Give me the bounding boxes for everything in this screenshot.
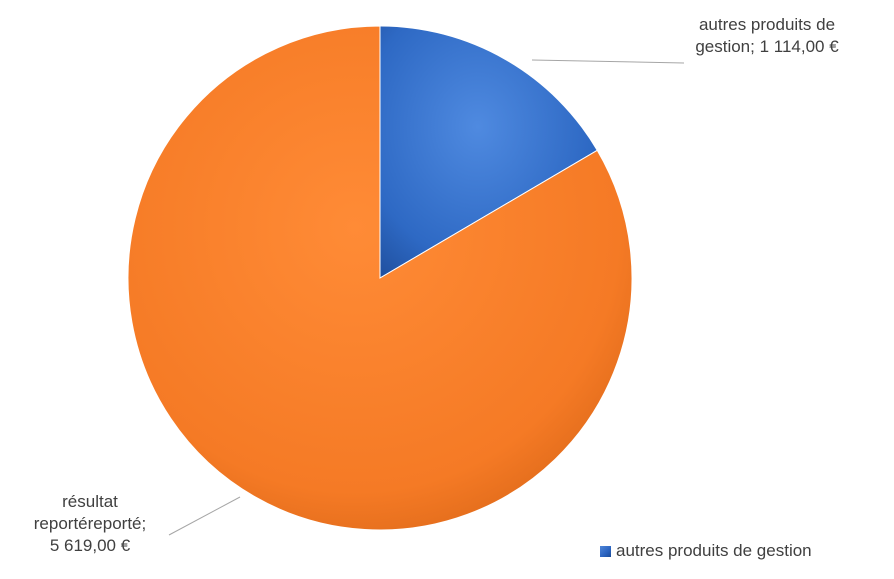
data-label-line: reportéreporté;: [33, 514, 147, 533]
pie-slice-autres-produits-de-gestion: [379, 25, 598, 279]
leader-lines: [168, 59, 685, 536]
data-label-line: gestion; 1 114,00 €: [695, 37, 839, 56]
data-label-line: autres produits de: [698, 15, 836, 34]
legend-swatch-square-icon: [600, 545, 611, 557]
pie-slice-resultat-reporte: [127, 25, 633, 531]
pie-slices: [127, 25, 633, 531]
data-label-autres-produits: autres produits de gestion; 1 114,00 €: [640, 14, 894, 58]
data-label-line: 5 619,00 €: [49, 536, 131, 555]
legend-entry-label: autres produits de gestion: [616, 541, 812, 560]
leader-line-autres-produits: [531, 59, 685, 64]
data-label-resultat-reporte: résultat reportéreporté; 5 619,00 €: [0, 491, 180, 557]
chart-legend: autres produits de gestion: [600, 541, 812, 561]
leader-line-resultat-reporte: [168, 496, 241, 536]
data-label-line: résultat: [62, 492, 118, 511]
